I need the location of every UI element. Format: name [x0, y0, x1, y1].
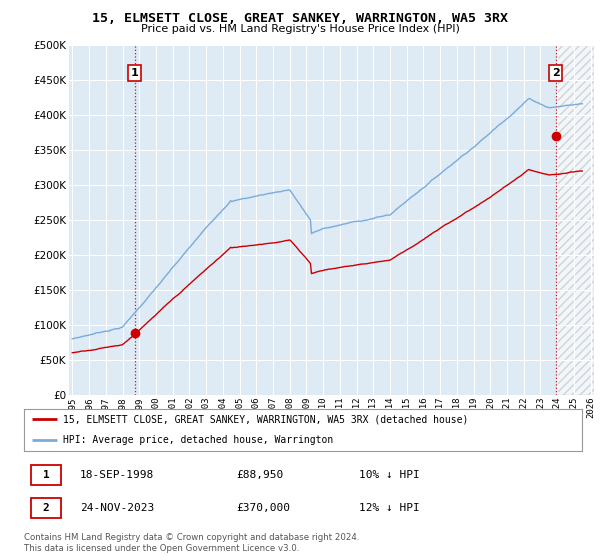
Text: 15, ELMSETT CLOSE, GREAT SANKEY, WARRINGTON, WA5 3RX: 15, ELMSETT CLOSE, GREAT SANKEY, WARRING… [92, 12, 508, 25]
Text: £370,000: £370,000 [236, 503, 290, 513]
FancyBboxPatch shape [31, 498, 61, 518]
Text: Contains HM Land Registry data © Crown copyright and database right 2024.
This d: Contains HM Land Registry data © Crown c… [24, 533, 359, 553]
Text: HPI: Average price, detached house, Warrington: HPI: Average price, detached house, Warr… [63, 435, 334, 445]
Text: Price paid vs. HM Land Registry's House Price Index (HPI): Price paid vs. HM Land Registry's House … [140, 24, 460, 34]
Text: 15, ELMSETT CLOSE, GREAT SANKEY, WARRINGTON, WA5 3RX (detached house): 15, ELMSETT CLOSE, GREAT SANKEY, WARRING… [63, 414, 469, 424]
Text: 10% ↓ HPI: 10% ↓ HPI [359, 470, 419, 479]
Text: 24-NOV-2023: 24-NOV-2023 [80, 503, 154, 513]
Text: 1: 1 [131, 68, 139, 78]
Text: 1: 1 [43, 470, 49, 479]
Text: £88,950: £88,950 [236, 470, 283, 479]
Text: 12% ↓ HPI: 12% ↓ HPI [359, 503, 419, 513]
Text: 2: 2 [43, 503, 49, 513]
FancyBboxPatch shape [31, 465, 61, 484]
Text: 18-SEP-1998: 18-SEP-1998 [80, 470, 154, 479]
Text: 2: 2 [551, 68, 559, 78]
